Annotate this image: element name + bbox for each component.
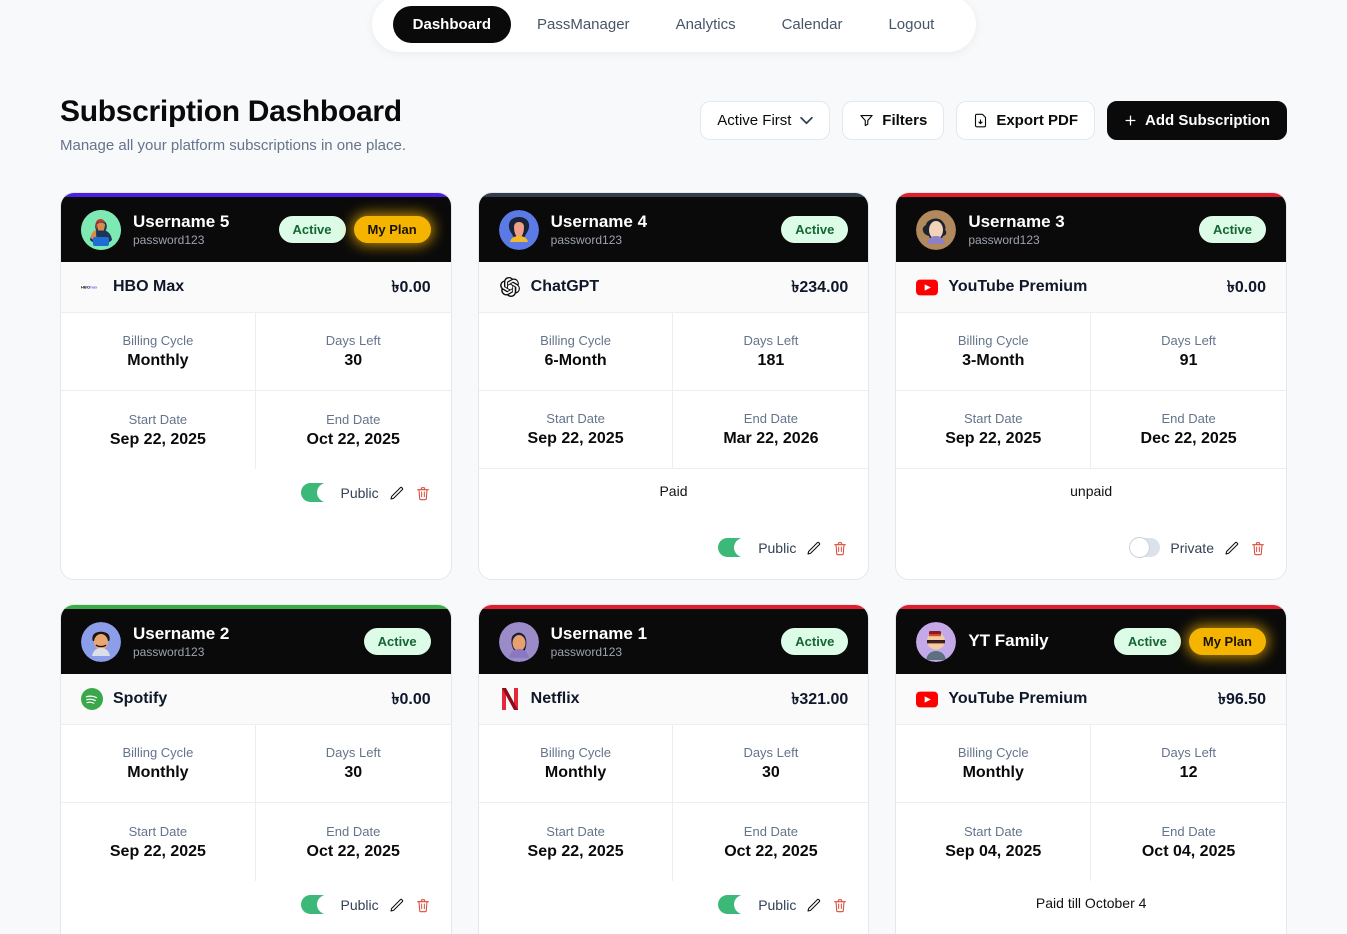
- svg-text:max: max: [89, 284, 98, 289]
- svg-text:HBO: HBO: [81, 284, 90, 289]
